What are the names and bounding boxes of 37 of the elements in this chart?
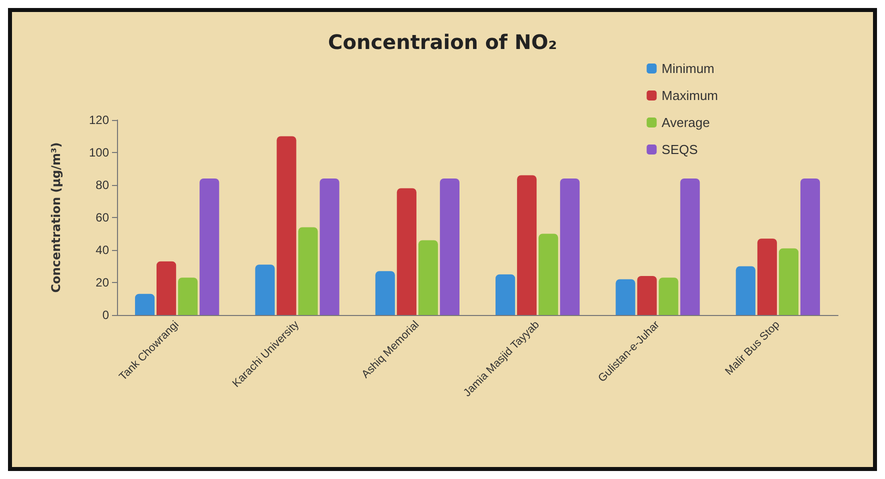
bar	[320, 178, 340, 315]
y-tick-label: 40	[96, 243, 110, 257]
bar	[396, 188, 416, 315]
bar	[298, 227, 318, 315]
bar	[200, 178, 220, 315]
legend-label: Average	[662, 115, 710, 130]
y-tick-label: 120	[88, 113, 110, 127]
bar	[156, 261, 176, 315]
bar	[616, 279, 636, 315]
bar	[178, 278, 198, 315]
y-tick-label: 20	[96, 276, 110, 290]
legend-label: Maximum	[662, 88, 718, 103]
y-tick-label: 60	[96, 210, 110, 224]
bar	[800, 178, 820, 315]
legend-label: Minimum	[662, 61, 714, 76]
bar	[375, 271, 395, 315]
bar	[637, 276, 657, 315]
bar	[736, 266, 756, 315]
bar	[255, 264, 275, 315]
bar	[276, 136, 296, 315]
bar	[135, 294, 155, 315]
y-tick-label: 80	[96, 178, 110, 192]
bar	[778, 248, 798, 315]
bar	[517, 175, 537, 315]
bar	[757, 238, 777, 315]
bar	[418, 240, 438, 315]
bar	[658, 278, 678, 315]
bar	[538, 234, 558, 315]
y-axis-title: Concentration (µg/m³)	[49, 142, 63, 293]
bar	[680, 178, 700, 315]
bar	[496, 274, 516, 315]
legend-label: SEQS	[662, 142, 698, 157]
chart-title: Concentraion of NO₂	[328, 30, 557, 54]
y-tick-label: 100	[88, 146, 110, 160]
bar	[440, 178, 460, 315]
bar	[560, 178, 580, 315]
y-tick-label: 0	[102, 308, 110, 322]
